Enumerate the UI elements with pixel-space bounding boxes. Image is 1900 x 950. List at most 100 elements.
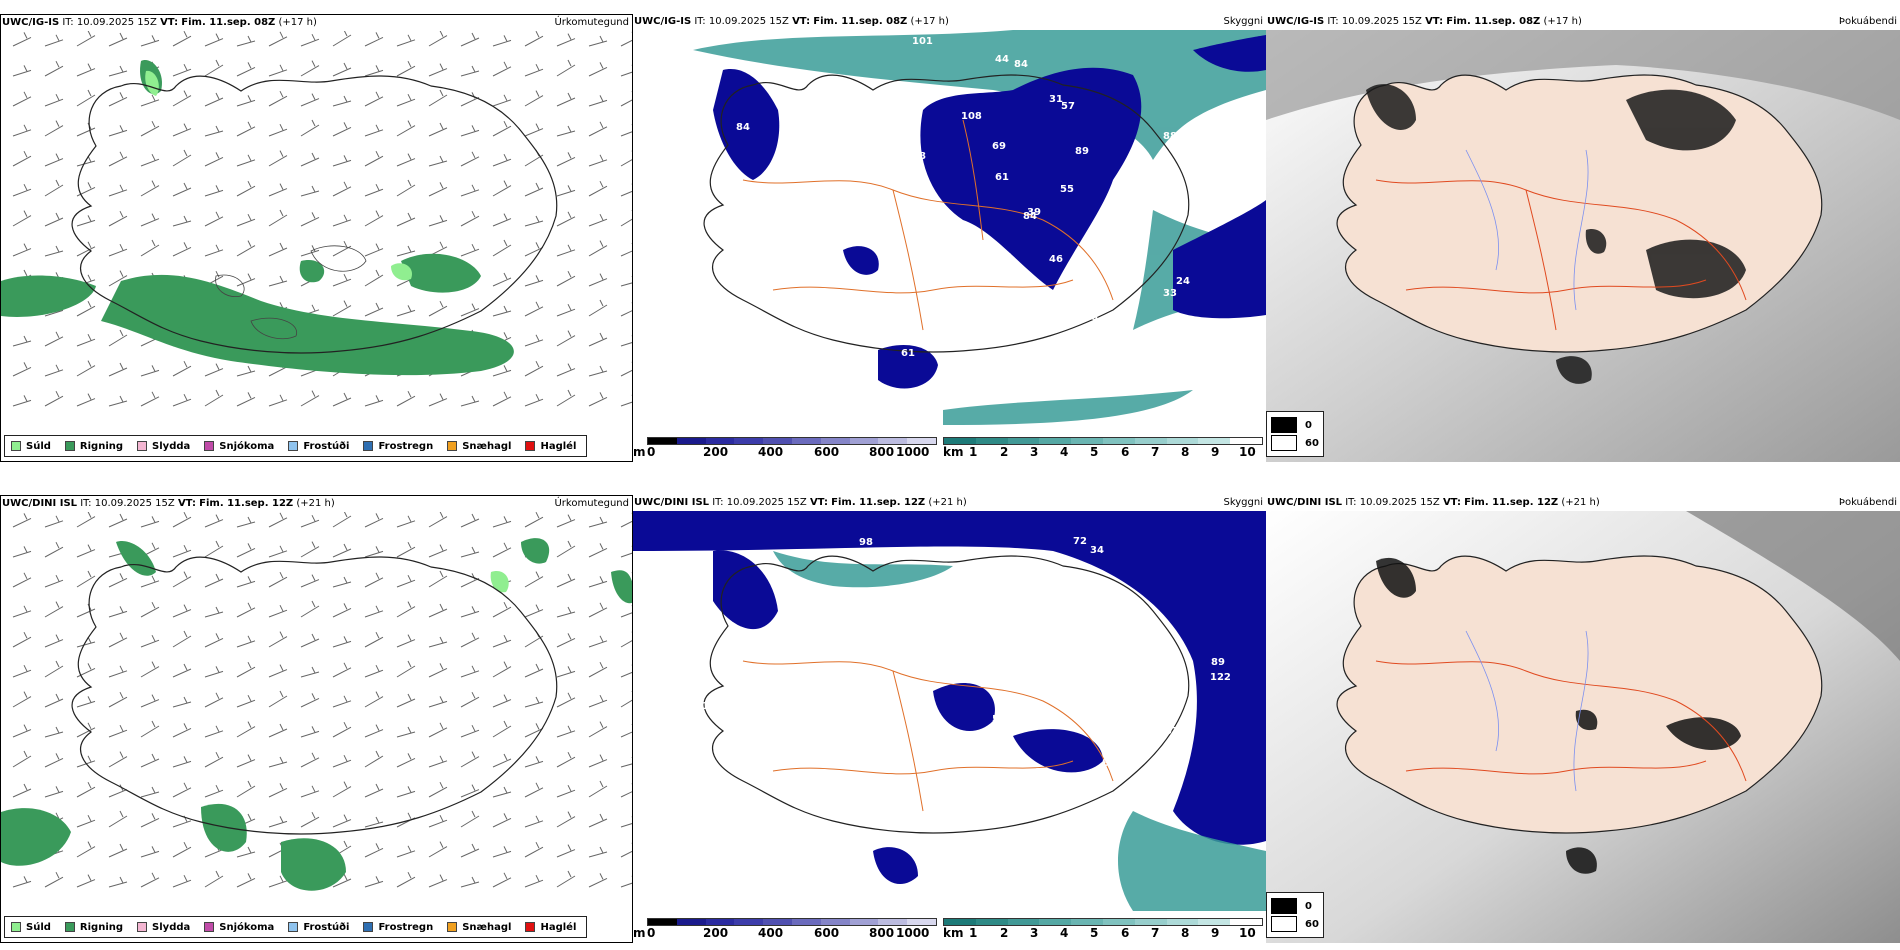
visibility-panel-bottom: UWC/DINI ISL IT: 10.09.2025 15Z VT: Fim.… [633,495,1266,943]
wind-barb [364,269,384,287]
cloud-base-label: 216 [876,708,897,719]
wind-barb [140,213,160,227]
wind-barb [460,32,480,47]
cloud-base-label: 88 [1163,131,1177,142]
wind-barb [172,782,192,798]
wind-barb [300,119,320,137]
wind-barb [44,634,64,648]
cloud-base-label: 44 [979,757,993,768]
wind-barb [556,692,576,708]
legend-item: Frostregn [363,441,433,452]
wind-barb [108,573,128,588]
wind-barb [492,601,512,618]
panel-title: Skyggni [1223,16,1263,27]
wind-barb [332,721,352,738]
wind-barb [108,32,128,47]
cloud-base-label: 61 [901,348,915,359]
wind-barb [396,634,416,648]
cloud-base-label: 38 [1035,767,1049,778]
wind-barb [524,360,544,377]
cloud-base-label: 88 [1169,144,1183,155]
vis-tick: 8 [1181,926,1190,940]
vis-tick: 9 [1211,445,1220,459]
cloud-base-label: 37 [814,95,828,106]
wind-barb [300,633,320,648]
wind-barb [236,661,256,678]
vis-tick: 4 [1060,926,1069,940]
wind-barb [44,871,64,888]
wind-barb [236,576,256,588]
wind-barb [364,150,384,167]
panel-header: UWC/IG-IS IT: 10.09.2025 15Z VT: Fim. 11… [1266,14,1900,30]
vis-tick: 5 [1090,445,1099,459]
cloud-base-label: 36 [941,548,955,559]
wind-barb [492,786,512,798]
fog-panel-bottom: UWC/DINI ISL IT: 10.09.2025 15Z VT: Fim.… [1266,495,1900,943]
panel-title: Skyggni [1223,497,1263,508]
wind-barb [364,91,384,107]
cloud-base-label: 31 [695,701,709,712]
cloud-base-label: 88 [1084,312,1098,323]
wind-barb [492,542,512,558]
wind-barb [620,210,632,227]
cloud-base-label: 98 [859,537,873,548]
wind-barb [428,122,448,137]
wind-barb [268,631,288,648]
wind-barb [588,576,608,588]
wind-barb [236,213,256,227]
wind-barb [428,841,448,858]
cloud-base-label: 60 [1122,600,1136,611]
wind-barb [524,723,544,738]
cloud-base-label: 34 [1090,545,1104,556]
wind-barb [556,125,576,137]
wind-barb [44,212,64,227]
wind-barb [12,150,32,167]
wind-barb [428,512,448,528]
vis-tick: 3 [1030,445,1039,459]
wind-barb [556,666,576,678]
wind-barb [172,149,192,167]
height-labels: 84 68 84 68 91 88 153 35 33 42 57 70 75 99 91 108 88 79 89… [736,36,1190,387]
wind-barb [76,722,96,738]
wind-barbs [12,512,632,888]
wind-barb [588,62,608,77]
wind-barb [556,59,576,77]
wind-barb [108,632,128,648]
wind-barb [44,245,64,257]
wind-barb [620,724,632,738]
legend-item: Slydda [137,922,190,933]
legend-item: 0 [1271,417,1319,433]
wind-barb [140,661,160,678]
cloud-base-label: 66 [1035,620,1049,631]
wind-barb [524,604,544,618]
wind-barb [428,215,448,227]
wind-barb [524,663,544,678]
wind-barb [300,152,320,167]
legend-item: 0 [1271,898,1319,914]
wind-barb [460,513,480,528]
wind-barb [140,872,160,888]
precip-map [1,31,632,407]
wind-barb [620,335,632,347]
wind-barb [396,845,416,858]
wind-barb [300,752,320,768]
visibility-map: 84 68 84 68 91 88 153 35 33 42 57 70 75 99 91 108 88 79 89… [633,30,1266,430]
wind-barb [204,363,224,377]
wind-barb [428,874,448,888]
wind-barb [76,512,96,528]
wind-barb [620,842,632,858]
wind-barb [396,574,416,588]
wind-barb [524,571,544,588]
wind-barb [268,690,288,708]
wind-barb [364,605,384,618]
vis-tick: 7 [1151,445,1160,459]
wind-barb [236,754,256,768]
cloud-base-label: 57 [1061,101,1075,112]
wind-barb [492,391,512,407]
wind-barb [588,602,608,618]
wind-barb [108,751,128,768]
wind-barb [236,846,256,858]
wind-barb [172,512,192,528]
wind-barb [108,513,128,528]
wind-barb [140,720,160,738]
